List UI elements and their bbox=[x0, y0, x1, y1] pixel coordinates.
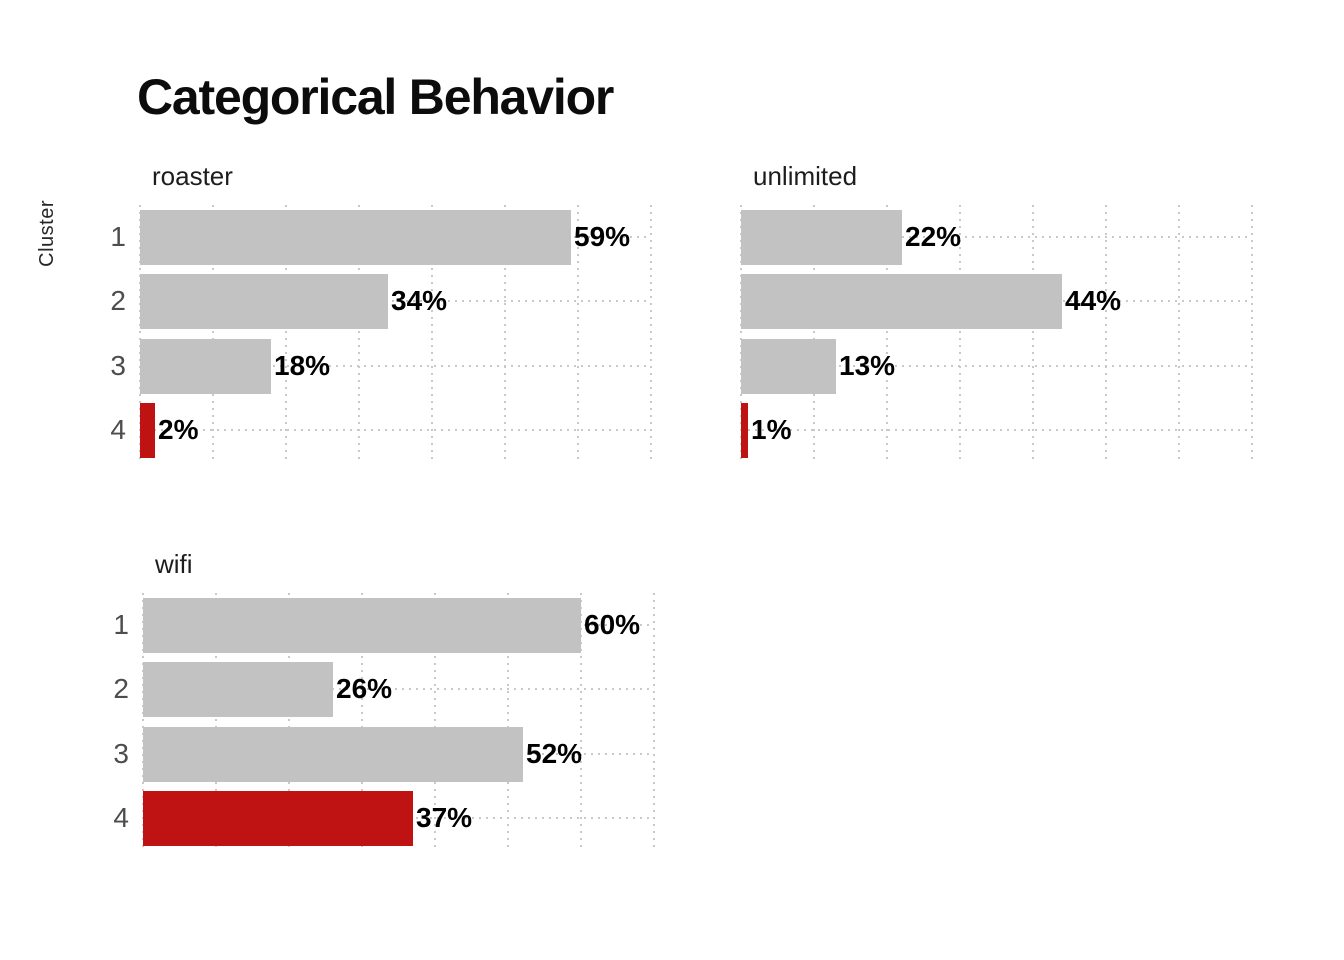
gridline-vertical bbox=[650, 205, 652, 462]
gridline-vertical bbox=[504, 205, 506, 462]
category-label-roaster-4: 4 bbox=[110, 414, 126, 445]
value-label-unlimited-cluster-3: 13% bbox=[839, 350, 896, 381]
page-title: Categorical Behavior bbox=[137, 69, 614, 125]
plot-area: 60% 26% 52% 37% bbox=[142, 593, 655, 850]
gridline-vertical bbox=[507, 593, 509, 850]
gridline-vertical bbox=[580, 593, 582, 850]
gridline-vertical bbox=[1105, 205, 1107, 462]
gridline-vertical bbox=[1032, 205, 1034, 462]
category-label-wifi-2: 2 bbox=[113, 673, 129, 704]
bar-roaster-cluster-2 bbox=[140, 274, 388, 329]
value-label-roaster-cluster-2: 34% bbox=[391, 285, 448, 316]
gridline-vertical bbox=[139, 205, 141, 462]
gridline-vertical bbox=[886, 205, 888, 462]
gridline-vertical bbox=[285, 205, 287, 462]
gridline-vertical bbox=[212, 205, 214, 462]
subplot-unlimited: unlimited 22% 44% 13% 1% bbox=[740, 161, 1253, 462]
bar-unlimited-cluster-4 bbox=[741, 403, 748, 458]
gridline-horizontal bbox=[741, 429, 1252, 431]
gridline-vertical bbox=[288, 593, 290, 850]
gridline-vertical bbox=[653, 593, 655, 850]
bar-unlimited-cluster-3 bbox=[741, 339, 836, 394]
value-label-unlimited-cluster-4: 1% bbox=[751, 414, 792, 445]
category-label-roaster-2: 2 bbox=[110, 285, 126, 316]
value-label-roaster-cluster-4: 2% bbox=[158, 414, 199, 445]
gridline-vertical bbox=[431, 205, 433, 462]
category-label-roaster-3: 3 bbox=[110, 350, 126, 381]
category-label-roaster-1: 1 bbox=[110, 221, 126, 252]
gridline-horizontal bbox=[741, 236, 1252, 238]
bar-wifi-cluster-4 bbox=[143, 791, 413, 846]
subplot-title: wifi bbox=[155, 549, 193, 579]
value-label-roaster-cluster-1: 59% bbox=[574, 221, 631, 252]
y-axis-title: Cluster bbox=[36, 200, 58, 267]
gridline-horizontal bbox=[741, 365, 1252, 367]
value-label-wifi-cluster-2: 26% bbox=[336, 673, 393, 704]
gridline-vertical bbox=[361, 593, 363, 850]
gridline-horizontal bbox=[140, 300, 651, 302]
value-label-wifi-cluster-1: 60% bbox=[584, 609, 641, 640]
bar-roaster-cluster-3 bbox=[140, 339, 271, 394]
value-label-wifi-cluster-3: 52% bbox=[526, 738, 583, 769]
bar-roaster-cluster-1 bbox=[140, 210, 571, 265]
subplot-title: roaster bbox=[152, 161, 233, 191]
gridline-horizontal bbox=[140, 365, 651, 367]
gridline-vertical bbox=[813, 205, 815, 462]
bar-unlimited-cluster-2 bbox=[741, 274, 1062, 329]
value-label-unlimited-cluster-1: 22% bbox=[905, 221, 962, 252]
bar-wifi-cluster-1 bbox=[143, 598, 581, 653]
category-label-wifi-1: 1 bbox=[113, 609, 129, 640]
gridline-horizontal bbox=[140, 429, 651, 431]
value-label-roaster-cluster-3: 18% bbox=[274, 350, 331, 381]
value-label-wifi-cluster-4: 37% bbox=[416, 802, 473, 833]
gridline-vertical bbox=[577, 205, 579, 462]
plot-area: 59% 34% 18% 2% bbox=[139, 205, 652, 462]
bar-wifi-cluster-3 bbox=[143, 727, 523, 782]
gridline-vertical bbox=[142, 593, 144, 850]
subplot-roaster: roaster 59% 34% 18% 2% 1 2 3 4 Cluster bbox=[36, 161, 652, 462]
gridline-vertical bbox=[215, 593, 217, 850]
gridline-vertical bbox=[740, 205, 742, 462]
category-label-wifi-3: 3 bbox=[113, 738, 129, 769]
subplot-wifi: wifi 60% 26% 52% 37% 1 2 3 4 bbox=[113, 549, 655, 850]
gridline-vertical bbox=[1178, 205, 1180, 462]
value-label-unlimited-cluster-2: 44% bbox=[1065, 285, 1122, 316]
bar-wifi-cluster-2 bbox=[143, 662, 333, 717]
category-label-wifi-4: 4 bbox=[113, 802, 129, 833]
bar-roaster-cluster-4 bbox=[140, 403, 155, 458]
gridline-horizontal bbox=[143, 688, 654, 690]
gridline-vertical bbox=[358, 205, 360, 462]
gridline-vertical bbox=[959, 205, 961, 462]
gridline-vertical bbox=[434, 593, 436, 850]
bar-unlimited-cluster-1 bbox=[741, 210, 902, 265]
gridline-vertical bbox=[1251, 205, 1253, 462]
subplot-title: unlimited bbox=[753, 161, 858, 191]
plot-area: 22% 44% 13% 1% bbox=[740, 205, 1253, 462]
